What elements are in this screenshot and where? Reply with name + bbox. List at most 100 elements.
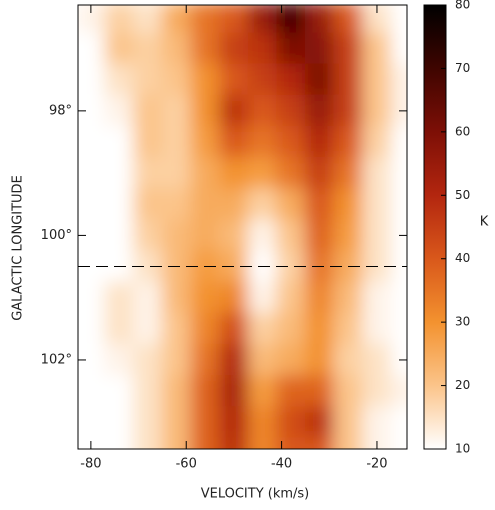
heat-cell	[390, 125, 407, 159]
heat-cell	[390, 281, 407, 314]
heat-cell	[276, 406, 306, 439]
heat-cell	[133, 157, 163, 190]
colorbar-label: K	[480, 215, 489, 230]
y-tick-label: 98°	[49, 103, 72, 118]
heat-cell	[304, 312, 335, 345]
heat-cell	[190, 5, 221, 34]
x-tick-label: -80	[80, 457, 101, 472]
heat-cell	[190, 281, 221, 314]
heat-cell	[390, 343, 407, 377]
heat-cell	[390, 437, 407, 449]
heat-cell	[133, 375, 163, 408]
heat-cell	[104, 5, 135, 34]
heat-cell	[104, 343, 135, 377]
heat-cell	[219, 63, 249, 96]
heat-cell	[219, 312, 249, 345]
heat-cell	[362, 406, 392, 439]
heat-cell	[219, 281, 249, 314]
heat-cell	[247, 5, 278, 34]
colorbar	[423, 4, 447, 450]
x-tick-label: -20	[366, 457, 387, 472]
heat-cell	[247, 343, 278, 377]
heat-cell	[133, 32, 163, 65]
plot-frame	[77, 4, 408, 450]
heat-cell	[390, 32, 407, 65]
heat-cell	[104, 219, 135, 252]
heat-cell	[78, 437, 106, 449]
heat-cell	[190, 125, 221, 159]
heat-cell	[304, 375, 335, 408]
heat-cell	[333, 94, 364, 127]
heat-cell	[161, 375, 192, 408]
heat-cell	[133, 312, 163, 345]
heat-cell	[333, 5, 364, 34]
heat-cell	[333, 32, 364, 65]
heat-cell	[362, 63, 392, 96]
heat-cell	[362, 312, 392, 345]
heat-cell	[219, 375, 249, 408]
heat-cell	[362, 343, 392, 377]
heat-cell	[276, 188, 306, 221]
heat-cell	[161, 219, 192, 252]
heat-cell	[104, 406, 135, 439]
heat-cell	[247, 63, 278, 96]
heat-cell	[304, 343, 335, 377]
heat-cell	[161, 281, 192, 314]
heat-cell	[78, 281, 106, 314]
heat-cell	[219, 188, 249, 221]
heat-cell	[333, 406, 364, 439]
heat-cell	[78, 125, 106, 159]
heat-cell	[219, 32, 249, 65]
heat-cell	[276, 219, 306, 252]
heat-cell	[104, 437, 135, 449]
heat-cell	[304, 157, 335, 190]
heat-cell	[104, 157, 135, 190]
heat-cell	[133, 63, 163, 96]
heat-cell	[276, 5, 306, 34]
heat-cell	[161, 312, 192, 345]
heat-cell	[333, 125, 364, 159]
heat-cell	[276, 375, 306, 408]
heat-cell	[190, 219, 221, 252]
heat-cell	[219, 94, 249, 127]
heat-cell	[219, 219, 249, 252]
heat-cell	[190, 375, 221, 408]
heat-cell	[161, 406, 192, 439]
heat-cell	[161, 437, 192, 449]
heat-cell	[78, 406, 106, 439]
heat-cell	[304, 5, 335, 34]
heat-cell	[304, 94, 335, 127]
heat-cell	[161, 94, 192, 127]
heat-cell	[161, 157, 192, 190]
heat-cell	[219, 437, 249, 449]
heat-cell	[247, 312, 278, 345]
heat-cell	[362, 219, 392, 252]
heat-cell	[190, 63, 221, 96]
heat-cell	[78, 32, 106, 65]
heat-cell	[304, 32, 335, 65]
heat-cell	[390, 250, 407, 283]
y-tick-label: 102°	[41, 352, 72, 367]
heat-cell	[190, 437, 221, 449]
heat-cell	[78, 312, 106, 345]
heat-cell	[104, 63, 135, 96]
heat-cell	[161, 63, 192, 96]
heat-cell	[104, 32, 135, 65]
heat-cell	[78, 5, 106, 34]
colorbar-tick-label: 20	[455, 378, 470, 392]
heat-cell	[390, 94, 407, 127]
colorbar-tick-label: 10	[455, 442, 470, 456]
heat-cell	[133, 94, 163, 127]
heat-cell	[333, 312, 364, 345]
heat-cell	[276, 312, 306, 345]
y-axis-label: GALACTIC LONGITUDE	[11, 175, 26, 321]
heat-cell	[161, 125, 192, 159]
heat-cell	[276, 94, 306, 127]
colorbar-tick-label: 80	[455, 0, 470, 12]
heat-cell	[133, 5, 163, 34]
heat-cell	[190, 157, 221, 190]
heat-cell	[247, 406, 278, 439]
heat-cell	[390, 375, 407, 408]
heat-cell	[276, 343, 306, 377]
